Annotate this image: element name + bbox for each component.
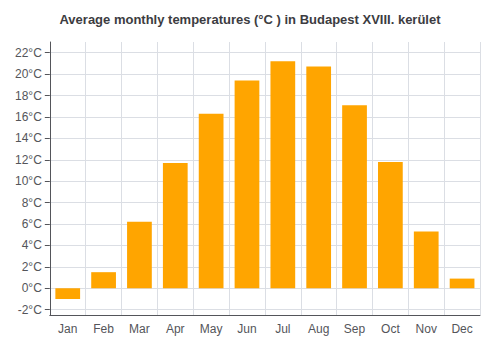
svg-text:Sep: Sep bbox=[344, 322, 366, 336]
svg-text:Apr: Apr bbox=[166, 322, 185, 336]
svg-text:22°C: 22°C bbox=[15, 46, 42, 60]
svg-text:Feb: Feb bbox=[93, 322, 114, 336]
svg-text:10°C: 10°C bbox=[15, 174, 42, 188]
svg-text:-2°C: -2°C bbox=[18, 303, 42, 317]
svg-text:May: May bbox=[200, 322, 223, 336]
svg-text:0°C: 0°C bbox=[22, 281, 42, 295]
svg-text:Aug: Aug bbox=[308, 322, 329, 336]
svg-text:Mar: Mar bbox=[129, 322, 150, 336]
svg-text:12°C: 12°C bbox=[15, 153, 42, 167]
svg-text:2°C: 2°C bbox=[22, 260, 42, 274]
svg-text:Oct: Oct bbox=[381, 322, 400, 336]
svg-text:14°C: 14°C bbox=[15, 131, 42, 145]
svg-text:Average monthly temperatures (: Average monthly temperatures (°C ) in Bu… bbox=[59, 12, 441, 27]
svg-text:4°C: 4°C bbox=[22, 238, 42, 252]
svg-text:8°C: 8°C bbox=[22, 196, 42, 210]
svg-text:18°C: 18°C bbox=[15, 89, 42, 103]
svg-text:Jul: Jul bbox=[275, 322, 290, 336]
svg-text:6°C: 6°C bbox=[22, 217, 42, 231]
svg-text:Jan: Jan bbox=[58, 322, 77, 336]
svg-text:Nov: Nov bbox=[416, 322, 437, 336]
svg-text:Dec: Dec bbox=[451, 322, 472, 336]
svg-text:16°C: 16°C bbox=[15, 110, 42, 124]
svg-text:Jun: Jun bbox=[237, 322, 256, 336]
svg-text:20°C: 20°C bbox=[15, 67, 42, 81]
